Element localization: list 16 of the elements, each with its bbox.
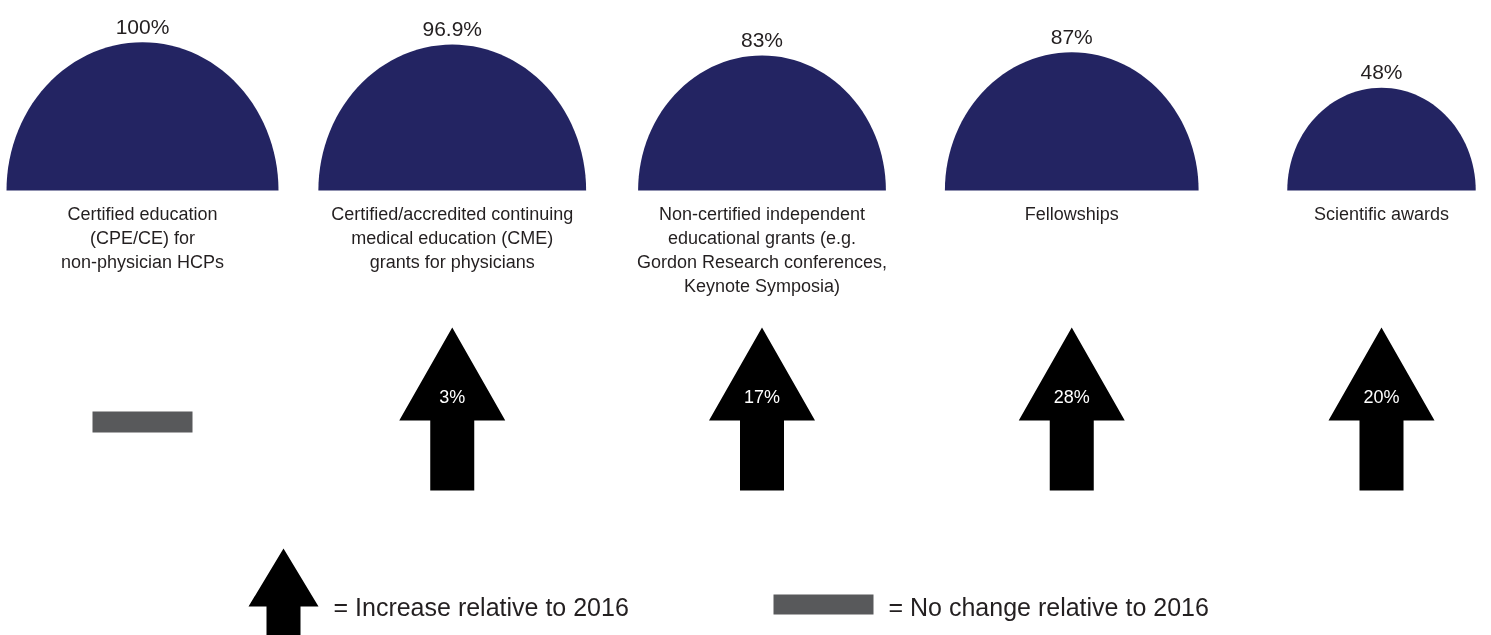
category-label: Certified education (CPE/CE) for non-physician HCPs (60, 203, 225, 272)
data-label: 28% (1053, 386, 1090, 407)
data-label: 96.9% (422, 17, 483, 41)
category-label: Non-certified independent educational grants (e.g. Gordon Research conferences, Keynote Symposia) (636, 203, 888, 296)
category-label: Fellowships (1024, 203, 1119, 224)
data-label: 17% (743, 386, 781, 407)
data-label: 83% (740, 27, 784, 51)
category-label: Certified/accredited continuing medical education (CME) grants for physicians (331, 203, 574, 272)
data-label: 87% (1050, 24, 1093, 48)
text: = No change relative to 2016 (888, 592, 1209, 621)
data-label: 3% (439, 386, 466, 407)
data-label: 20% (1363, 386, 1400, 407)
category-label: Scientific awards (1313, 203, 1450, 224)
data-label: 100% (115, 14, 170, 38)
data-label: 48% (1360, 60, 1403, 84)
text: = Increase relative to 2016 (333, 592, 629, 621)
